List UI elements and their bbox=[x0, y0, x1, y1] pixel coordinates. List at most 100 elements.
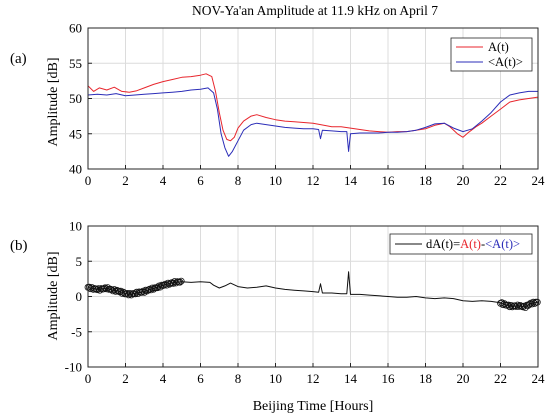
panel-b-legend-box bbox=[389, 233, 533, 255]
x-tick-label: 24 bbox=[532, 371, 546, 386]
x-tick-label: 14 bbox=[344, 371, 358, 386]
x-tick-label: 14 bbox=[344, 173, 358, 188]
marker-circle bbox=[126, 289, 134, 297]
series-line-a-1 bbox=[87, 87, 538, 157]
y-tick-label: 55 bbox=[69, 56, 82, 71]
marker-circle bbox=[103, 285, 110, 293]
x-tick-label: 24 bbox=[532, 173, 546, 188]
legend-label-da-t: dA(t)=A(t)-<A(t)> bbox=[426, 237, 520, 251]
marker-circle bbox=[507, 301, 515, 309]
x-tick-label: 2 bbox=[122, 173, 129, 188]
x-tick-label: 8 bbox=[235, 371, 242, 386]
x-tick-label: 18 bbox=[419, 173, 432, 188]
x-tick-label: 16 bbox=[382, 173, 396, 188]
marker-circle bbox=[112, 287, 119, 295]
legend-label-mean-a-t: <A(t)> bbox=[488, 55, 523, 69]
marker-circle bbox=[164, 279, 172, 287]
x-tick-label: 22 bbox=[494, 371, 507, 386]
x-tick-label: 2 bbox=[122, 371, 129, 386]
marker-circle bbox=[511, 302, 519, 310]
x-tick-label: 6 bbox=[197, 173, 204, 188]
marker-circle bbox=[89, 285, 97, 293]
panel-b-tag: (b) bbox=[10, 238, 28, 254]
y-tick-label: 45 bbox=[69, 126, 82, 141]
chart-title: NOV-Ya'an Amplitude at 11.9 kHz on April… bbox=[192, 3, 438, 18]
legend-da-term-a: A(t) bbox=[460, 237, 481, 251]
x-tick-label: 4 bbox=[160, 371, 167, 386]
panel-b-ylabel: Amplitude [dB] bbox=[46, 251, 61, 340]
panel-b-legend: dA(t)=A(t)-<A(t)> bbox=[389, 233, 533, 255]
marker-circle bbox=[114, 287, 122, 295]
marker-circle bbox=[138, 288, 146, 296]
marker-circle bbox=[109, 287, 117, 295]
marker-circle bbox=[529, 298, 537, 306]
panel-a-frame bbox=[87, 27, 539, 170]
marker-circle bbox=[101, 284, 109, 292]
legend-da-term-mean: <A(t)> bbox=[485, 237, 520, 251]
marker-circle bbox=[118, 289, 126, 297]
x-axis-label: Beijing Time [Hours] bbox=[253, 399, 374, 414]
panel-a-legend-box bbox=[450, 37, 533, 72]
y-tick-label: 5 bbox=[76, 254, 83, 269]
marker-circle bbox=[160, 281, 168, 289]
x-tick-label: 0 bbox=[85, 371, 92, 386]
y-tick-label: 60 bbox=[69, 21, 82, 36]
marker-circle bbox=[100, 285, 108, 293]
x-tick-label: 18 bbox=[419, 371, 432, 386]
legend-da-prefix: dA(t)= bbox=[426, 237, 460, 251]
x-tick-label: 12 bbox=[307, 371, 320, 386]
x-tick-label: 10 bbox=[269, 173, 282, 188]
x-tick-label: 16 bbox=[382, 371, 396, 386]
x-tick-label: 20 bbox=[457, 371, 470, 386]
marker-circle bbox=[512, 303, 520, 311]
marker-circle bbox=[506, 303, 514, 311]
marker-circle bbox=[526, 300, 533, 308]
x-tick-label: 6 bbox=[197, 371, 204, 386]
marker-circle bbox=[171, 278, 179, 285]
x-tick-label: 10 bbox=[269, 371, 282, 386]
marker-circle bbox=[92, 285, 100, 293]
panel-a-ylabel: Amplitude [dB] bbox=[46, 57, 61, 146]
series-line-a-0 bbox=[87, 73, 539, 142]
marker-circle bbox=[124, 289, 131, 297]
x-tick-label: 12 bbox=[307, 173, 320, 188]
marker-circle bbox=[169, 279, 177, 287]
marker-circle bbox=[93, 286, 101, 294]
y-tick-label: 0 bbox=[76, 289, 83, 304]
marker-circle bbox=[125, 291, 133, 299]
marker-circle bbox=[148, 284, 156, 292]
panel-a-series bbox=[87, 73, 539, 157]
panel-b-series bbox=[84, 271, 541, 312]
marker-circle bbox=[176, 278, 184, 286]
y-tick-label: 40 bbox=[69, 162, 82, 177]
marker-circle bbox=[177, 277, 185, 285]
marker-circle bbox=[108, 286, 115, 294]
marker-circle bbox=[133, 288, 141, 296]
marker-circle bbox=[504, 301, 512, 309]
marker-circle bbox=[519, 303, 527, 311]
panel-a-legend: A(t) <A(t)> bbox=[450, 37, 533, 72]
y-tick-label: 10 bbox=[69, 219, 82, 234]
marker-circle bbox=[144, 286, 152, 294]
legend-label-a-t: A(t) bbox=[488, 40, 509, 54]
marker-circle bbox=[533, 298, 541, 306]
panel-a: (a) Amplitude [dB] 0 2 4 6 8 10 12 14 16 18 20 22 24… bbox=[10, 21, 545, 189]
x-tick-label: 8 bbox=[235, 173, 242, 188]
marker-circle bbox=[142, 286, 150, 294]
panel-b: (b) Amplitude [dB] 0 2 4 6 8 10 12 14 16 18 20 22 24… bbox=[10, 219, 545, 387]
x-tick-label: 4 bbox=[160, 173, 167, 188]
x-tick-label: 22 bbox=[494, 173, 507, 188]
marker-circle bbox=[95, 285, 102, 293]
marker-circle bbox=[85, 283, 93, 291]
x-tick-label: 0 bbox=[85, 173, 92, 188]
y-tick-label: -10 bbox=[65, 360, 82, 375]
x-tick-label: 20 bbox=[457, 173, 470, 188]
y-tick-label: -5 bbox=[71, 324, 82, 339]
panel-b-frame bbox=[87, 225, 539, 368]
marker-circle bbox=[499, 301, 507, 309]
legend-da-minus: - bbox=[481, 237, 485, 251]
y-tick-label: 50 bbox=[69, 91, 82, 106]
